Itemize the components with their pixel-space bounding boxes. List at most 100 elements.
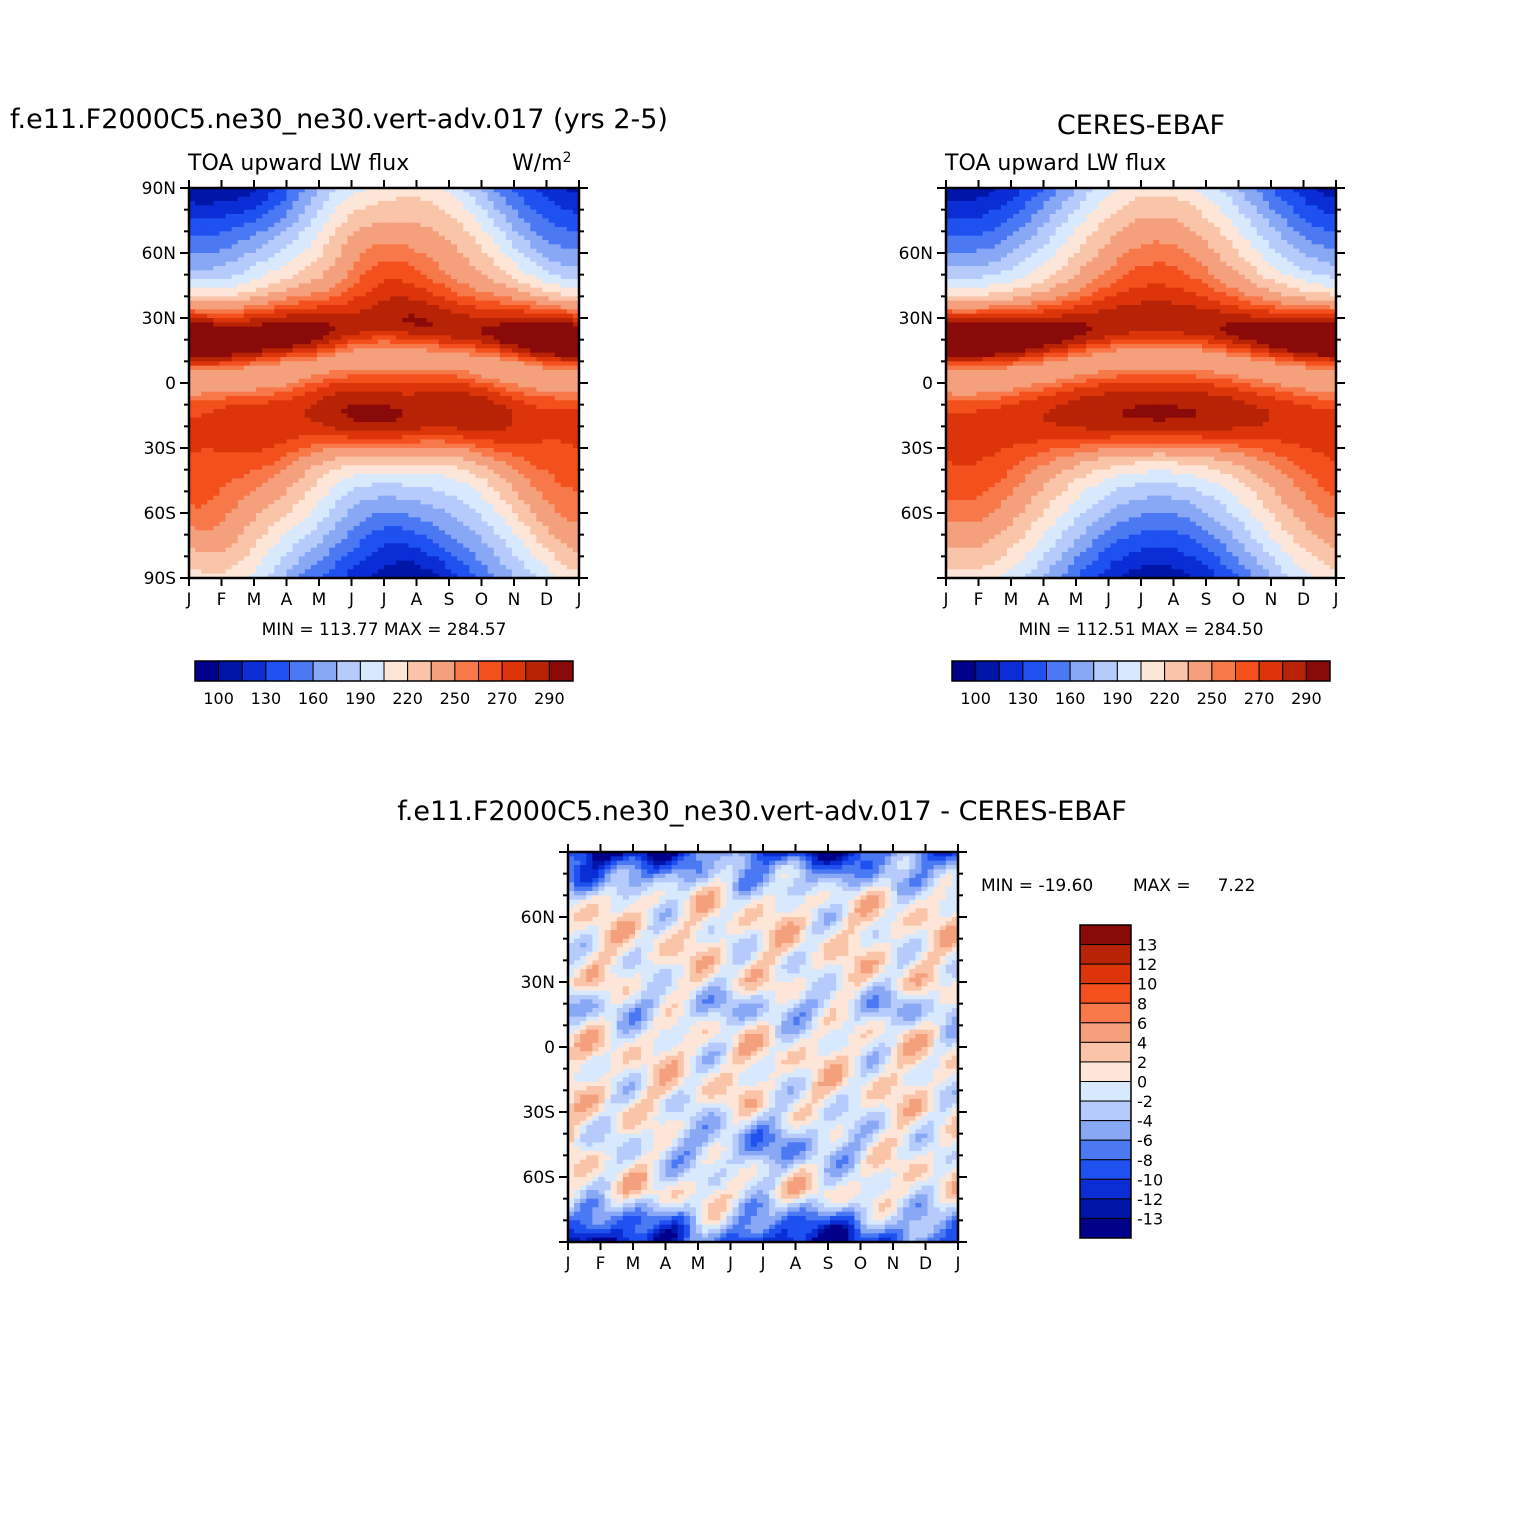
heatmap-cell <box>323 487 330 492</box>
heatmap-cell <box>219 313 227 319</box>
heatmap-cell <box>524 344 531 349</box>
heatmap-cell <box>292 257 300 263</box>
heatmap-cell <box>481 391 489 397</box>
heatmap-cell <box>463 313 470 319</box>
heatmap-cell <box>377 188 385 193</box>
heatmap-cell <box>548 409 556 414</box>
heatmap-cell <box>548 500 556 505</box>
heatmap-cell <box>493 387 501 393</box>
heatmap-cell <box>262 270 269 276</box>
heatmap-cell <box>256 305 263 310</box>
heatmap-cell <box>408 435 416 440</box>
heatmap-cell <box>536 474 544 479</box>
heatmap-cell <box>542 240 550 245</box>
heatmap-cell <box>518 287 525 293</box>
heatmap-cell <box>457 348 464 354</box>
heatmap-cell <box>323 357 330 362</box>
heatmap-cell <box>262 227 269 232</box>
heatmap-cell <box>444 474 452 479</box>
heatmap-cell <box>493 495 501 501</box>
heatmap-cell <box>365 318 373 323</box>
heatmap-cell <box>542 500 550 505</box>
heatmap-cell <box>505 326 513 332</box>
heatmap-cell <box>249 487 257 492</box>
heatmap-cell <box>237 387 245 393</box>
heatmap-cell <box>432 300 440 306</box>
heatmap-cell <box>396 287 403 293</box>
heatmap-cell <box>572 274 580 280</box>
heatmap-cell <box>329 283 336 289</box>
heatmap-cell <box>536 292 544 297</box>
heatmap-cell <box>487 417 495 423</box>
heatmap-cell <box>432 413 440 419</box>
heatmap-cell <box>249 378 257 384</box>
heatmap-cell <box>335 452 342 458</box>
heatmap-cell <box>542 513 550 518</box>
heatmap-cell <box>213 222 221 228</box>
heatmap-cell <box>231 517 239 523</box>
heatmap-cell <box>207 266 214 271</box>
heatmap-cell <box>432 201 440 206</box>
heatmap-cell <box>432 339 440 345</box>
heatmap-cell <box>237 469 245 475</box>
heatmap-cell <box>560 378 568 384</box>
heatmap-cell <box>536 192 544 198</box>
heatmap-cell <box>530 409 537 414</box>
heatmap-cell <box>481 400 489 406</box>
heatmap-cell <box>262 461 269 466</box>
heatmap-cell <box>475 404 483 410</box>
heatmap-cell <box>274 261 281 267</box>
heatmap-cell <box>560 465 568 471</box>
heatmap-cell <box>286 279 294 284</box>
heatmap-cell <box>438 443 446 449</box>
heatmap-cell <box>292 248 300 254</box>
heatmap-cell <box>524 417 531 423</box>
heatmap-cell <box>237 266 245 271</box>
heatmap-cell <box>426 209 434 215</box>
heatmap-cell <box>524 235 531 241</box>
heatmap-cell <box>408 292 416 297</box>
heatmap-cell <box>353 326 361 332</box>
heatmap-cell <box>268 348 275 354</box>
heatmap-cell <box>359 413 367 419</box>
heatmap-cell <box>536 456 544 462</box>
heatmap-cell <box>225 266 233 271</box>
heatmap-cell <box>316 435 324 440</box>
heatmap-cell <box>542 279 550 284</box>
heatmap-cell <box>432 192 440 198</box>
heatmap-cell <box>518 400 525 406</box>
heatmap-cell <box>371 218 379 224</box>
heatmap-cell <box>438 422 446 427</box>
heatmap-cell <box>481 456 489 462</box>
heatmap-cell <box>256 361 263 367</box>
heatmap-cell <box>426 326 434 332</box>
heatmap-cell <box>323 404 330 410</box>
heatmap-cell <box>524 274 531 280</box>
heatmap-cell <box>377 439 385 445</box>
heatmap-cell <box>560 495 568 501</box>
heatmap-cell <box>414 344 422 349</box>
heatmap-cell <box>274 244 281 250</box>
heatmap-cell <box>274 469 281 475</box>
heatmap-cell <box>195 374 202 380</box>
heatmap-cell <box>341 188 349 193</box>
heatmap-cell <box>432 253 440 258</box>
heatmap-cell <box>402 300 409 306</box>
heatmap-cell <box>207 374 214 380</box>
heatmap-cell <box>268 426 275 432</box>
heatmap-cell <box>542 270 550 276</box>
heatmap-cell <box>457 378 464 384</box>
heatmap-cell <box>572 326 580 332</box>
heatmap-cell <box>457 500 464 505</box>
heatmap-cell <box>231 387 239 393</box>
heatmap-cell <box>408 474 416 479</box>
heatmap-cell <box>377 292 385 297</box>
heatmap-cell <box>262 292 269 297</box>
heatmap-cell <box>274 365 281 371</box>
heatmap-cell <box>536 482 544 488</box>
heatmap-cell <box>219 474 227 479</box>
heatmap-cell <box>548 374 556 380</box>
heatmap-cell <box>213 508 221 514</box>
heatmap-cell <box>243 469 251 475</box>
heatmap-cell <box>189 430 196 436</box>
